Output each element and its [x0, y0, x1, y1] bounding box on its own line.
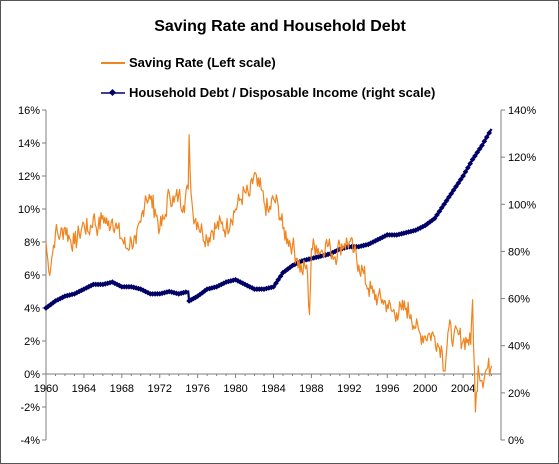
household-debt-point: [486, 130, 493, 136]
household-debt-point: [479, 142, 485, 149]
right-tick-label: 120%: [508, 152, 536, 164]
household-debt-point: [469, 156, 476, 163]
x-tick-label: 1996: [375, 383, 399, 395]
right-tick-label: 140%: [508, 105, 536, 117]
left-tick-label: 16%: [18, 105, 40, 117]
right-tick-label: 40%: [508, 341, 530, 353]
household-debt-point: [472, 153, 478, 159]
x-tick-label: 1992: [337, 383, 361, 395]
left-tick-label: -2%: [20, 402, 40, 414]
legend: Saving Rate (Left scale) Household Debt …: [101, 55, 435, 100]
saving-rate-series: [45, 134, 493, 413]
chart-title: Saving Rate and Household Debt: [154, 18, 406, 35]
right-tick-label: 20%: [508, 388, 530, 400]
left-tick-label: 12%: [18, 171, 40, 183]
x-tick-label: 1968: [110, 383, 134, 395]
x-tick-label: 1972: [148, 383, 172, 395]
x-tick-label: 2004: [451, 383, 475, 395]
x-tick-label: 2000: [413, 383, 437, 395]
household-debt-point: [436, 208, 443, 215]
household-debt-point: [277, 273, 284, 280]
household-debt-point: [462, 169, 469, 175]
household-debt-point: [476, 146, 483, 152]
household-debt-point: [455, 180, 462, 186]
x-tick-label: 1964: [72, 383, 96, 395]
household-debt-point: [438, 204, 445, 211]
household-debt-point: [460, 173, 466, 179]
legend-marker-household-debt: [108, 88, 117, 97]
x-tick-label: 1976: [185, 383, 209, 395]
household-debt-point: [483, 134, 490, 140]
household-debt-point: [275, 276, 282, 283]
household-debt-point: [434, 212, 440, 218]
left-tick-label: 14%: [18, 138, 40, 150]
household-debt-point: [270, 283, 277, 290]
right-tick-label: 0%: [508, 435, 524, 447]
left-tick-label: 4%: [24, 303, 40, 315]
x-tick-label: 1960: [34, 383, 58, 395]
right-tick-label: 100%: [508, 199, 536, 211]
right-tick-label: 80%: [508, 246, 530, 258]
left-tick-label: 8%: [24, 237, 40, 249]
right-tick-label: 60%: [508, 294, 530, 306]
legend-label-household-debt: Household Debt / Disposable Income (righ…: [129, 85, 435, 100]
x-tick-label: 1988: [299, 383, 323, 395]
saving-rate-line: [45, 134, 493, 413]
household-debt-point: [431, 215, 438, 222]
household-debt-point: [448, 190, 455, 197]
left-axis-ticks: 16% 14% 12% 10% 8% 6% 4% 2% 0% -2% -4%: [18, 105, 46, 447]
x-tick-label: 1980: [223, 383, 247, 395]
household-debt-point: [481, 138, 488, 145]
household-debt-point: [467, 160, 474, 167]
left-tick-label: 10%: [18, 204, 40, 216]
x-axis-ticks: 1960 1964 1968 1972 1976 1980 1984 1988 1992 1996…: [34, 374, 493, 395]
left-tick-label: 2%: [24, 336, 40, 348]
right-axis-ticks: 140% 120% 100% 80% 60% 40% 20% 0%: [501, 105, 536, 447]
legend-label-saving-rate: Saving Rate (Left scale): [129, 55, 276, 70]
left-tick-label: -4%: [20, 435, 40, 447]
household-debt-series: [43, 128, 493, 311]
household-debt-point: [441, 201, 447, 208]
household-debt-point: [273, 280, 279, 287]
left-tick-label: 6%: [24, 270, 40, 282]
x-tick-label: 1984: [261, 383, 285, 395]
left-tick-label: 0%: [24, 369, 40, 381]
